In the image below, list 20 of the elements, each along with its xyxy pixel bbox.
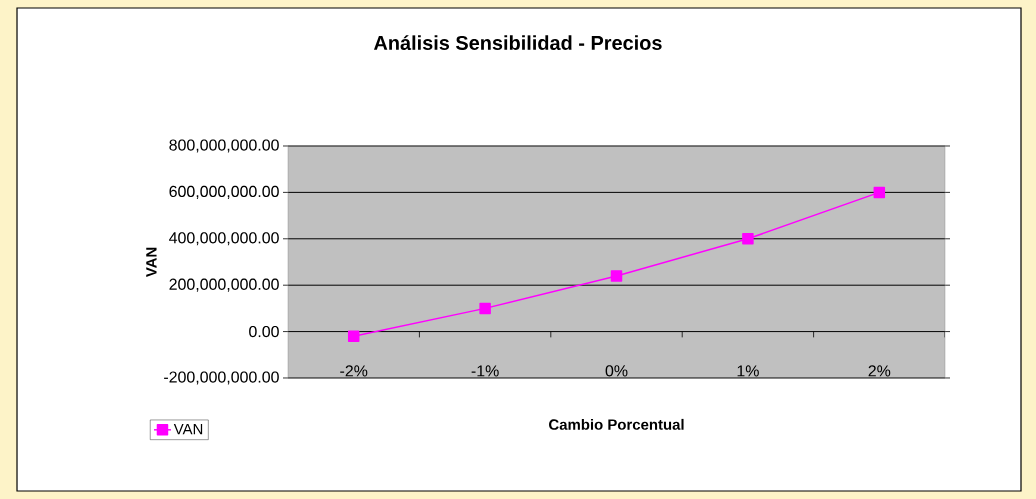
point [610, 270, 623, 282]
point [479, 302, 491, 315]
y-tick-label: 600,000,000.00 [169, 185, 279, 199]
y-tick-label: -200,000,000.00 [164, 371, 279, 385]
y-tick-label: 400,000,000.00 [169, 232, 279, 246]
x-tick-label: -1% [471, 365, 499, 377]
x-tick-label: 1% [737, 365, 759, 377]
x-tick-label: -2% [340, 365, 368, 377]
legend-label: VAN [173, 423, 203, 435]
x-tick-label: 2% [868, 365, 891, 377]
y-axis-title: VAN [146, 247, 157, 278]
x-axis-title: Cambio Porcentual [549, 418, 684, 430]
y-tick-label: 0.00 [249, 325, 279, 338]
y-tick-label: 800,000,000.00 [169, 139, 279, 153]
point [742, 233, 754, 245]
point [347, 330, 360, 342]
point [873, 186, 886, 199]
chart-title: Análisis Sensibilidad - Precios [373, 35, 662, 50]
x-tick-label: 0% [605, 365, 628, 377]
y-tick-label: 200,000,000.00 [169, 278, 279, 292]
